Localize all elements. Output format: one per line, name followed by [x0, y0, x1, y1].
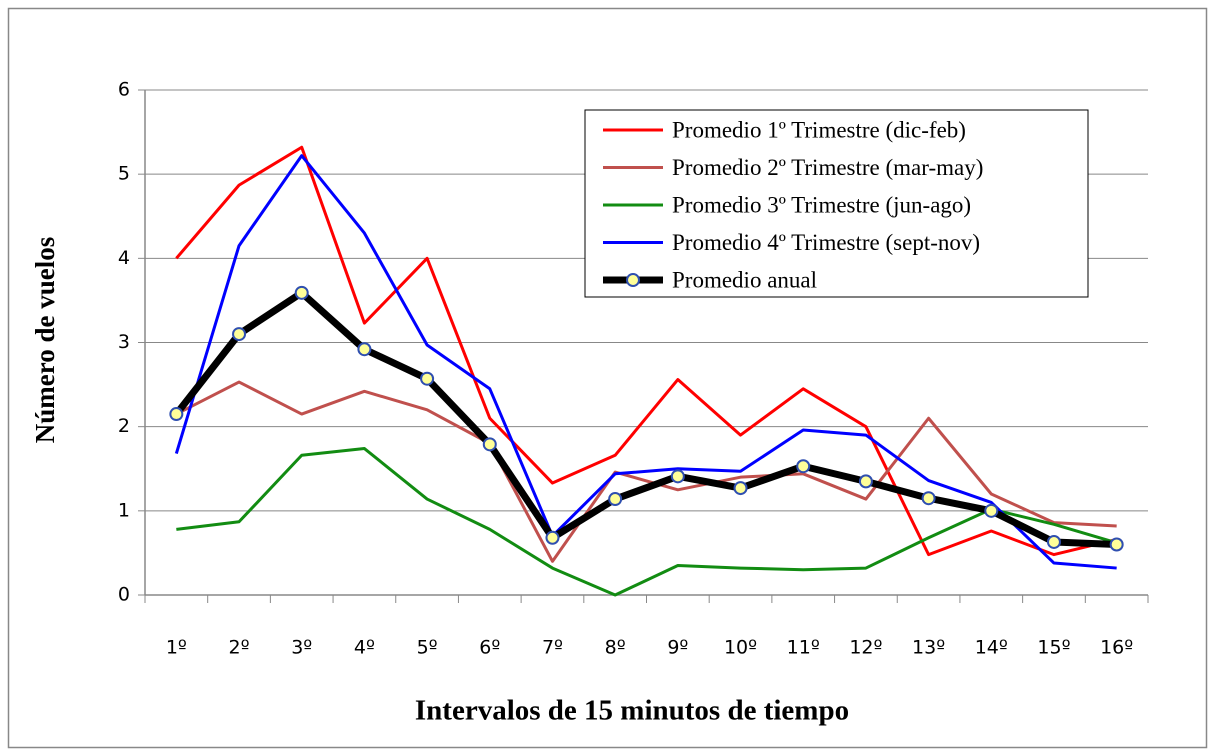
x-tick-label: 1º	[166, 637, 187, 659]
series-marker	[1109, 537, 1124, 552]
series-marker	[420, 371, 435, 386]
x-tick-label: 16º	[1100, 637, 1133, 659]
y-axis-title: Número de vuelos	[30, 237, 60, 444]
series-line	[173, 289, 1117, 548]
series-line	[175, 145, 1118, 557]
legend-label: Promedio 1º Trimestre (dic-feb)	[672, 117, 966, 142]
y-tick-label: 3	[118, 331, 130, 353]
series-marker	[733, 481, 748, 496]
y-tick-label: 1	[118, 499, 130, 521]
legend-marker	[626, 273, 640, 287]
legend-label: Promedio 2º Trimestre (mar-may)	[672, 155, 983, 180]
y-tick-label: 4	[118, 247, 130, 269]
legend-label: Promedio 3º Trimestre (jun-ago)	[672, 192, 971, 217]
x-tick-label: 7º	[542, 637, 563, 659]
series-marker	[294, 285, 309, 300]
series-marker	[169, 407, 184, 422]
series-line	[175, 380, 1117, 563]
legend-label: Promedio 4º Trimestre (sept-nov)	[672, 230, 980, 255]
series-marker	[1046, 534, 1061, 549]
series-marker	[921, 491, 936, 506]
x-tick-label: 13º	[912, 637, 945, 659]
x-tick-label: 8º	[605, 637, 626, 659]
x-tick-label: 10º	[724, 637, 757, 659]
series-marker	[796, 459, 811, 474]
series-marker	[357, 342, 372, 357]
x-tick-label: 4º	[354, 637, 375, 659]
x-tick-label: 14º	[975, 637, 1008, 659]
x-tick-label: 15º	[1037, 637, 1070, 659]
series-marker	[482, 437, 497, 452]
series-line	[174, 154, 1117, 570]
x-tick-label: 5º	[417, 637, 438, 659]
series-marker	[232, 327, 247, 342]
x-tick-label: 9º	[667, 637, 688, 659]
y-tick-label: 5	[118, 163, 130, 185]
legend-box	[584, 109, 1089, 298]
x-tick-label: 3º	[291, 637, 312, 659]
series-marker	[858, 474, 873, 489]
series-line	[176, 447, 1118, 597]
x-tick-label: 12º	[849, 637, 882, 659]
y-tick-label: 6	[118, 79, 130, 101]
series-marker	[984, 503, 999, 518]
x-tick-label: 6º	[479, 637, 500, 659]
series-marker	[545, 530, 560, 545]
series-marker	[608, 492, 623, 507]
x-tick-label: 2º	[229, 637, 250, 659]
x-tick-label: 11º	[787, 637, 820, 659]
x-axis-title: Intervalos de 15 minutos de tiempo	[415, 695, 849, 727]
legend-label: Promedio anual	[672, 267, 817, 292]
y-tick-label: 0	[118, 584, 130, 606]
series-marker	[670, 469, 685, 484]
y-tick-label: 2	[118, 415, 130, 437]
